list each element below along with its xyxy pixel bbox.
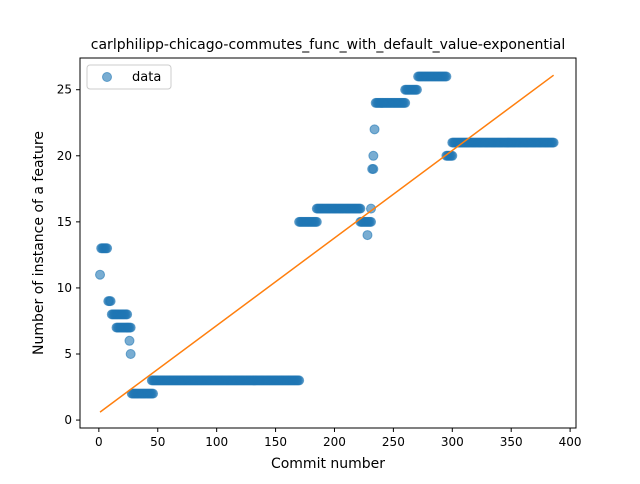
data-point	[102, 243, 113, 254]
fit-line	[99, 74, 555, 413]
data-point	[124, 335, 135, 346]
x-tick-label: 400	[559, 435, 582, 449]
x-tick-label: 200	[323, 435, 346, 449]
x-tick-label: 350	[500, 435, 523, 449]
data-point	[355, 203, 366, 214]
legend: data	[86, 64, 172, 90]
data-point	[95, 269, 106, 280]
data-point	[368, 150, 379, 161]
data-point	[105, 296, 116, 307]
data-point	[368, 164, 379, 174]
data-point	[125, 322, 136, 333]
data-point	[369, 124, 380, 135]
x-tick-label: 50	[150, 435, 165, 449]
data-layer	[95, 71, 559, 399]
data-point	[411, 84, 422, 95]
fit-layer	[99, 74, 555, 413]
x-tick-label: 150	[264, 435, 287, 449]
plot-frame	[79, 57, 577, 429]
data-point	[366, 216, 377, 227]
x-tick-label: 300	[441, 435, 464, 449]
y-tick-label: 10	[57, 281, 72, 295]
data-point	[125, 349, 136, 359]
x-tick-label: 250	[382, 435, 405, 449]
y-tick-label: 20	[57, 149, 72, 163]
data-point	[294, 375, 305, 386]
x-tick-label: 0	[95, 435, 103, 449]
y-axis-label: Number of instance of a feature	[31, 131, 47, 355]
data-point	[548, 137, 559, 148]
y-tick-label: 0	[64, 413, 72, 427]
data-point	[400, 97, 411, 108]
x-tick-label: 100	[205, 435, 228, 449]
legend-box	[86, 64, 172, 90]
chart-title: carlphilipp-chicago-commutes_func_with_d…	[91, 37, 565, 53]
ticks-layer: 0 50 100 150 200 250 300 350 400 0 5 10 15 20 25	[57, 83, 582, 449]
data-point	[362, 230, 373, 241]
data-point	[122, 309, 133, 320]
legend-label-data: data	[132, 70, 161, 85]
y-tick-label: 25	[57, 83, 72, 97]
data-point	[311, 216, 322, 227]
data-point	[148, 388, 159, 399]
y-tick-label: 5	[64, 347, 72, 361]
legend-marker-data	[102, 72, 112, 82]
y-tick-label: 15	[57, 215, 72, 229]
data-point	[441, 71, 452, 82]
data-point	[366, 203, 377, 214]
x-axis-label: Commit number	[271, 456, 385, 472]
